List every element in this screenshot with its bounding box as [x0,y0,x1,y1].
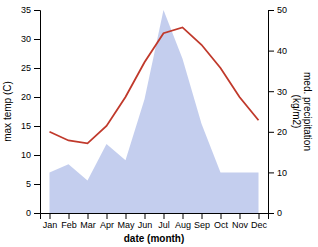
tick-mark [34,97,40,98]
tick-label: Jan [43,220,58,230]
tick-mark [69,213,70,219]
y2-axis: 0 10 20 30 40 50 [268,5,287,218]
tick: 35 [21,5,40,15]
tick-mark [221,213,222,219]
y-axis: 0 5 10 15 20 25 30 35 [21,5,41,218]
tick: 10 [268,168,287,178]
tick: 15 [21,121,40,131]
tick-label: 10 [21,150,31,160]
tick: 20 [268,127,287,137]
tick-label: Jun [138,220,153,230]
tick-mark [126,213,127,219]
tick: Dec [251,213,268,230]
tick: 5 [26,179,40,189]
tick-mark [34,10,40,11]
tick-mark [268,91,274,92]
tick: 25 [21,63,40,73]
tick-label: Jul [158,220,170,230]
tick: 30 [21,34,40,44]
tick: 20 [21,92,40,102]
tick: 0 [268,208,282,218]
tick-label: 25 [21,63,31,73]
tick-label: 40 [277,46,287,56]
tick: Feb [61,213,77,230]
plot: JanFebMar AprMayJun Jul AugSep OctNovDec 0 5 10… [2,5,313,244]
tick-mark [34,39,40,40]
tick-mark [268,10,274,11]
tick: 40 [268,46,287,56]
tick: 0 [26,208,40,218]
tick-mark [34,68,40,69]
tick-label: Nov [232,220,249,230]
tick-label: 50 [277,5,287,15]
tick-mark [50,213,51,219]
tick-label: 15 [21,121,31,131]
tick-mark [164,213,165,219]
tick-label: Mar [80,220,96,230]
axis-line [41,214,269,220]
tick-label: 20 [277,127,287,137]
tick: Nov [232,213,249,230]
tick: 50 [268,5,287,15]
area [50,10,259,213]
tick: Apr [100,213,114,230]
x-axis-title: date (month) [124,233,185,244]
line [50,27,259,143]
y-axis-title: max temp (C) [2,81,13,142]
tick-mark [34,126,40,127]
tick-label: May [117,220,135,230]
tick-mark [34,184,40,185]
tick-mark [34,155,40,156]
tick-label: Feb [61,220,77,230]
axis-line [34,11,41,214]
tick: Jun [138,213,153,230]
tick: May [117,213,135,230]
y2-axis-title-line: (kg/m2) [291,95,302,129]
tick: Mar [80,213,96,230]
y2-axis-title: med. precipitation(kg/m2) [291,72,313,151]
tick-mark [202,213,203,219]
x-axis: JanFebMar AprMayJun Jul AugSep OctNovDec [41,213,269,230]
tick-label: Aug [175,220,191,230]
tick: Jan [43,213,58,230]
tick-label: Sep [194,220,210,230]
tick-label: 0 [26,208,31,218]
tick: Aug [175,213,191,230]
tick-label: 5 [26,179,31,189]
tick-label: Oct [214,220,229,230]
tick-mark [88,213,89,219]
tick: Jul [158,213,170,230]
tick-label: Apr [100,220,114,230]
tick-label: 0 [277,208,282,218]
tick-label: 10 [277,168,287,178]
tick-mark [107,213,108,219]
tick-mark [34,213,40,214]
tick-mark [268,132,274,133]
tick: Oct [214,213,229,230]
tick-mark [183,213,184,219]
tick-label: 20 [21,92,31,102]
marks [50,10,259,213]
tick-label: Dec [251,220,268,230]
tick-mark [268,51,274,52]
tick-mark [145,213,146,219]
tick: 10 [21,150,40,160]
tick-label: 35 [21,5,31,15]
chart: JanFebMar AprMayJun Jul AugSep OctNovDec 0 5 10… [0,0,318,247]
tick: Sep [194,213,210,230]
tick-mark [268,172,274,173]
tick-label: 30 [21,34,31,44]
tick-mark [240,213,241,219]
tick-mark [259,213,260,219]
axis-line [269,11,275,214]
y2-axis-title-line: med. precipitation [302,72,313,151]
tick-label: 30 [277,87,287,97]
chart-container: JanFebMar AprMayJun Jul AugSep OctNovDec 0 5 10… [0,0,318,247]
tick-mark [268,213,274,214]
tick: 30 [268,87,287,97]
